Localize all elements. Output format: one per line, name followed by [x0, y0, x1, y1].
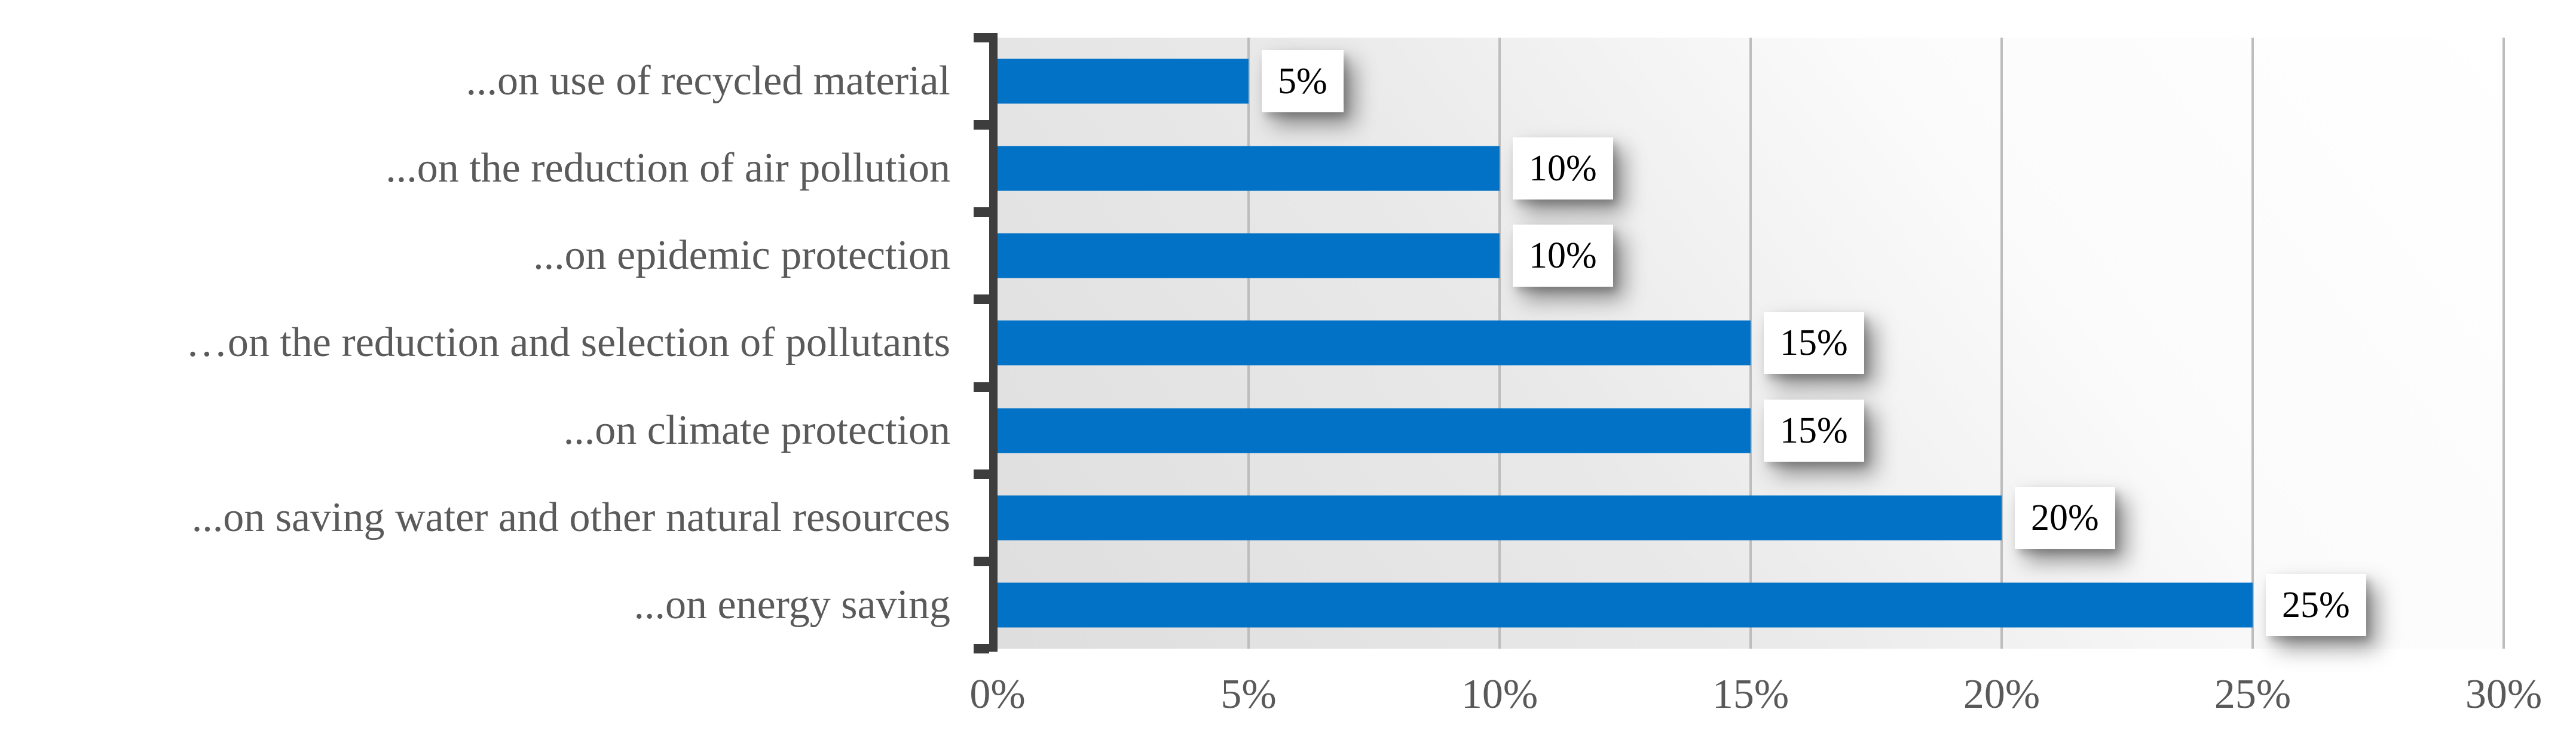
y-axis-tick: [974, 644, 989, 653]
category-label: ...on epidemic protection: [533, 232, 950, 279]
category-label: ...on use of recycled material: [466, 58, 950, 105]
bar-row: 10%: [998, 125, 2504, 212]
x-tick-label: 10%: [1461, 671, 1538, 717]
bar: [998, 320, 1751, 366]
bar-row: 15%: [998, 299, 2504, 386]
gridline: [2000, 38, 2003, 649]
bar-row: 25%: [998, 561, 2504, 649]
data-label: 10%: [1512, 225, 1613, 287]
x-tick-label: 0%: [969, 671, 1026, 717]
x-tick-label: 20%: [1963, 671, 2040, 717]
y-axis-ticks: [974, 33, 989, 653]
data-label: 20%: [2014, 486, 2115, 549]
category-label: ...on saving water and other natural res…: [191, 494, 950, 541]
category-label: ...on the reduction of air pollution: [386, 145, 950, 192]
x-tick-label: 25%: [2214, 671, 2292, 717]
y-axis-line: [989, 33, 998, 652]
y-axis-tick: [974, 469, 989, 479]
data-label: 15%: [1764, 399, 1864, 462]
x-tick-label: 30%: [2465, 671, 2543, 717]
gridline: [1749, 38, 1752, 649]
category-labels: ...on use of recycled material ...on the …: [0, 38, 956, 649]
y-axis-tick: [974, 120, 989, 130]
category-label: …on the reduction and selection of pollu…: [185, 320, 950, 366]
y-axis-tick: [974, 207, 989, 217]
bar-row: 15%: [998, 387, 2504, 474]
data-label: 15%: [1764, 312, 1864, 375]
category-label: ...on energy saving: [634, 581, 950, 628]
bar: [998, 582, 2253, 628]
gridline: [2502, 38, 2505, 649]
bar-row: 5%: [998, 38, 2504, 125]
y-axis-tick: [974, 556, 989, 566]
bar: [998, 146, 1500, 191]
data-label: 25%: [2266, 573, 2366, 636]
data-label: 5%: [1261, 50, 1344, 113]
category-label: ...on climate protection: [563, 407, 950, 453]
bar-rows: 5% 10% 10% 15% 15% 20% 25%: [998, 38, 2504, 649]
bar: [998, 495, 2002, 541]
bar: [998, 59, 1249, 104]
x-tick-label: 5%: [1220, 671, 1277, 717]
bar-row: 20%: [998, 474, 2504, 561]
bar: [998, 408, 1751, 453]
y-axis-tick: [974, 294, 989, 305]
x-axis-labels: 0% 5% 10% 15% 20% 25% 30%: [969, 671, 2542, 722]
x-tick-label: 15%: [1712, 671, 1789, 717]
y-axis-tick: [974, 382, 989, 392]
y-axis-tick: [974, 33, 989, 42]
data-label: 10%: [1512, 137, 1613, 200]
plot-area: 5% 10% 10% 15% 15% 20% 25%: [998, 38, 2505, 649]
bar-row: 10%: [998, 212, 2504, 299]
gridline: [2251, 38, 2254, 649]
bar: [998, 233, 1500, 278]
